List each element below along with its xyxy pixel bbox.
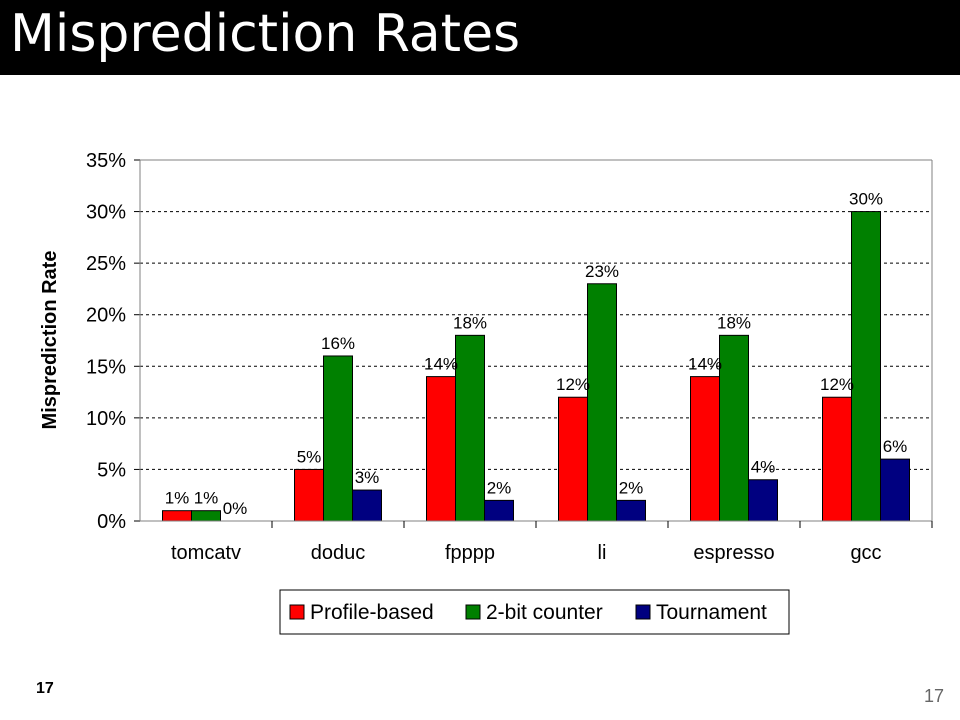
bar [484,499,514,522]
category-label: li [598,542,607,564]
category-label: gcc [850,542,881,564]
data-label: 18% [453,313,487,332]
y-axis-title: Misprediction Rate [39,251,61,430]
data-label: 16% [321,334,355,353]
data-label: 6% [883,437,908,456]
category-label: doduc [311,542,366,564]
legend-label: 2-bit counter [486,601,603,624]
bar [191,510,221,522]
data-label: 1% [165,489,190,508]
y-tick-label: 20% [86,305,126,327]
y-tick-label: 10% [86,408,126,430]
bars [162,211,910,522]
legend-swatch [289,604,305,620]
y-tick-label: 5% [97,459,126,481]
bar [587,283,617,522]
bar [748,479,778,522]
bar [323,355,353,522]
bar [690,376,720,522]
data-label: 2% [619,478,644,497]
title-bar: Misprediction Rates [0,0,960,75]
y-tick-label: 35% [86,150,126,172]
data-label: 14% [688,355,722,374]
data-label: 23% [585,262,619,281]
legend-label: Tournament [656,601,767,624]
category-label: tomcatv [171,542,241,564]
category-label: fpppp [445,542,495,564]
data-label: 18% [717,313,751,332]
y-tick-label: 25% [86,253,126,275]
slide-number-right: 17 [924,686,945,706]
data-label: 4% [751,458,776,477]
bar [558,396,588,522]
bar [822,396,852,522]
legend-box [279,589,790,635]
grid-lines [140,159,932,470]
bar [880,458,910,522]
data-labels: 1% 1%0%5%16%3%14%18%2%12%23%2%14%18%4%12%… [165,190,908,518]
data-label: 12% [556,375,590,394]
axes: 0% 5% 10% 15% 20% 25% 30% 35% tomcatv doduc fpppp l… [86,150,933,564]
bar [426,376,456,522]
bar [294,468,324,522]
data-label: 5% [297,447,322,466]
bar [616,499,646,522]
bar [851,211,881,522]
data-label: 1% [194,489,219,508]
data-label: 14% [424,355,458,374]
legend: Profile-based 2-bit counter Tournament [279,589,790,635]
bar [352,489,382,522]
data-label: 2% [487,478,512,497]
data-label: 30% [849,190,883,209]
legend-label: Profile-based [310,601,434,624]
bar [719,334,749,522]
bar [162,510,192,522]
legend-swatch [465,604,481,620]
y-tick-label: 0% [97,511,126,533]
data-label: 0% [223,499,248,518]
bar [455,334,485,522]
slide-number-left: 17 [36,680,54,697]
y-tick-label: 15% [86,356,126,378]
data-label: 3% [355,468,380,487]
category-label: espresso [693,542,774,564]
slide-title: Misprediction Rates [10,4,521,64]
y-tick-label: 30% [86,202,126,224]
data-label: 12% [820,375,854,394]
legend-swatch [635,604,651,620]
